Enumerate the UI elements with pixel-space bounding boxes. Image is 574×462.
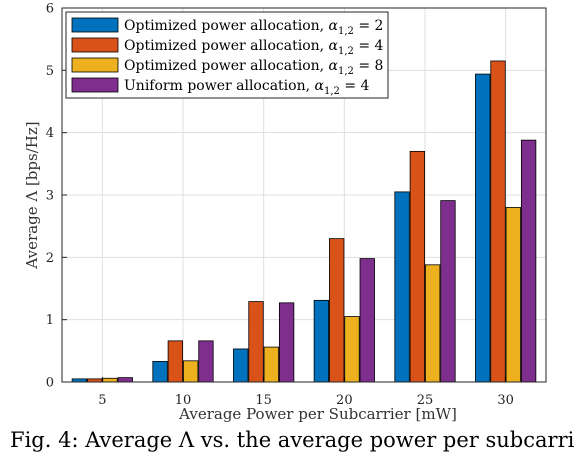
- bar-series-3-cat-15: [263, 346, 279, 383]
- y-tick-label: 4: [46, 126, 54, 141]
- y-tick-label: 1: [46, 313, 54, 328]
- x-tick-label: 15: [255, 393, 272, 408]
- legend: Optimized power allocation, α1,2 = 2Opti…: [65, 11, 389, 99]
- y-axis-label: Average Λ [bps/Hz]: [23, 121, 41, 269]
- legend-swatch-series-4: [71, 77, 119, 93]
- legend-box: [65, 11, 389, 99]
- legend-label-series-2: Optimized power allocation, α1,2 = 4: [124, 38, 384, 57]
- plot-frame: [61, 7, 547, 383]
- bar-series-4-cat-10: [198, 340, 214, 383]
- legend-label-series-1: Optimized power allocation, α1,2 = 2: [124, 18, 383, 37]
- bar-series-3-cat-25: [424, 264, 441, 383]
- bar-series-3-cat-30: [505, 207, 521, 383]
- bar-series-3-cat-10: [182, 360, 199, 383]
- bar-series-4-cat-20: [359, 258, 375, 383]
- y-tick-label: 2: [46, 251, 54, 266]
- legend-swatch-series-2: [71, 37, 119, 53]
- x-tick-labels: 5 10 15 20 25 30: [98, 393, 514, 408]
- bar-series-4-cat-30: [520, 139, 537, 383]
- x-tick-label: 10: [175, 393, 192, 408]
- legend-swatch-series-3: [71, 57, 119, 73]
- bars: [71, 60, 537, 383]
- x-tick-label: 5: [98, 393, 106, 408]
- bar-series-3-cat-20: [344, 316, 360, 383]
- y-tick-label: 5: [46, 64, 54, 79]
- y-tick-labels: 0 1 2 3 4 5 6: [46, 2, 54, 391]
- x-tick-label: 30: [497, 393, 514, 408]
- bar-series-2-cat-30: [490, 60, 506, 383]
- legend-swatch-series-1: [71, 17, 119, 33]
- bar-series-2-cat-20: [329, 238, 345, 383]
- bar-series-3-cat-5: [102, 377, 118, 383]
- y-tick-label: 3: [46, 189, 54, 204]
- legend-label-series-4: Uniform power allocation, α1,2 = 4: [124, 78, 370, 97]
- bar-series-2-cat-10: [167, 340, 184, 383]
- bar-series-4-cat-5: [117, 377, 133, 383]
- bar-series-1-cat-20: [313, 299, 330, 383]
- x-axis-label: Average Power per Subcarrier [mW]: [178, 405, 457, 423]
- bar-series-1-cat-15: [233, 348, 249, 383]
- bar-series-1-cat-25: [394, 191, 410, 383]
- bar-series-2-cat-25: [409, 150, 426, 383]
- bar-series-4-cat-25: [440, 200, 456, 383]
- bar-series-4-cat-15: [278, 302, 295, 383]
- bar-series-1-cat-30: [475, 73, 491, 383]
- bar-series-1-cat-10: [152, 361, 168, 383]
- legend-label-series-3: Optimized power allocation, α1,2 = 8: [124, 58, 383, 77]
- bar-series-2-cat-15: [248, 301, 264, 383]
- x-tick-label: 25: [417, 393, 434, 408]
- figure-caption: Fig. 4: Average Λ vs. the average power …: [10, 428, 574, 452]
- x-tick-label: 20: [336, 393, 353, 408]
- y-tick-label: 0: [46, 376, 54, 391]
- y-tick-label: 6: [46, 2, 54, 17]
